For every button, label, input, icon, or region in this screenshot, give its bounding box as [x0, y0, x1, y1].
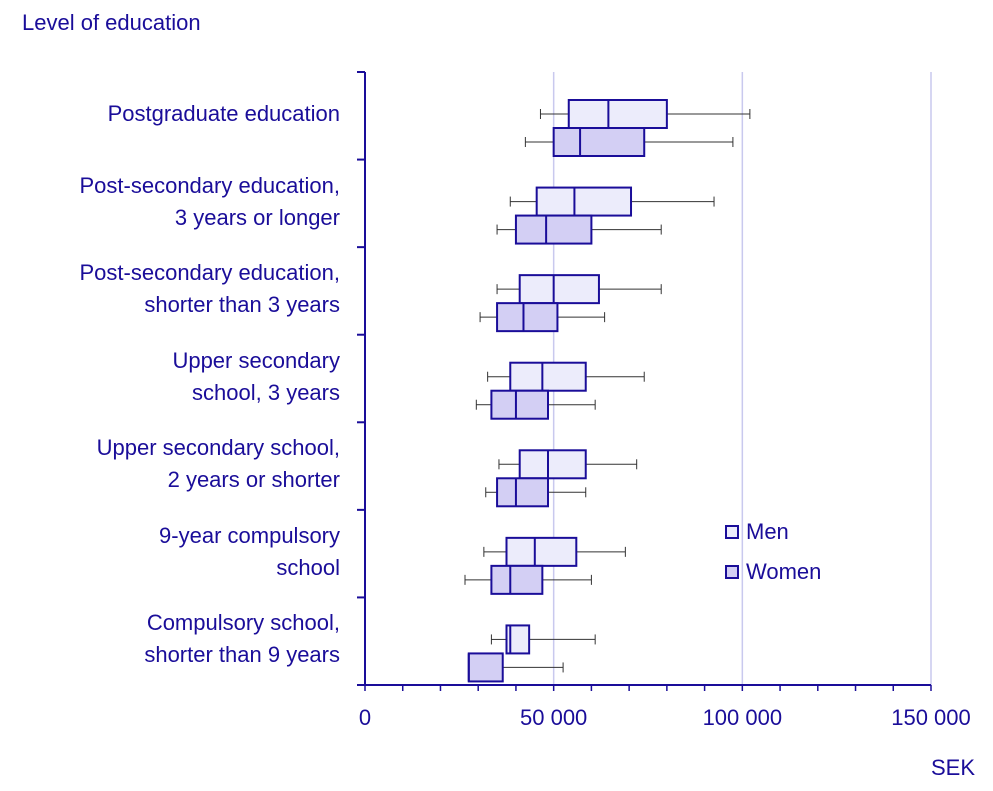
box-men-6 — [505, 624, 531, 655]
category-label: Postgraduate education — [108, 98, 340, 130]
category-label: Upper secondary school, 3 years — [172, 345, 340, 409]
x-tick-label: 0 — [358, 705, 372, 730]
category-label-line: Compulsory school, — [146, 610, 340, 636]
category-label-line: 2 years or shorter — [167, 467, 340, 493]
box-men-3 — [509, 361, 587, 392]
legend: Men Women — [725, 512, 821, 592]
category-label-line: Postgraduate education — [107, 101, 340, 126]
box-women-2 — [496, 302, 559, 333]
x-tick-label: 150 000 — [891, 705, 971, 730]
category-label: Upper secondary school, 2 years or shorte… — [97, 432, 340, 496]
x-tick-label: 100 000 — [702, 705, 783, 730]
category-label-line: school — [276, 554, 340, 580]
box-women-5 — [490, 564, 544, 595]
category-label-line: Upper secondary — [172, 347, 340, 373]
legend-swatch-men — [725, 525, 739, 539]
category-label-line: 9-year compulsory — [159, 522, 340, 548]
category-label: Post-secondary education, shorter than 3 … — [80, 257, 341, 321]
category-label: Compulsory school, shorter than 9 years — [144, 607, 340, 671]
legend-item-men: Men — [725, 512, 821, 552]
category-label-line: Post-secondary education, — [79, 172, 341, 198]
category-label-line: Post-secondary education, — [79, 260, 341, 286]
category-label-line: Upper secondary school, — [96, 435, 340, 461]
box-men-5 — [505, 536, 578, 567]
box-men-4 — [518, 449, 587, 480]
category-label: 9-year compulsory school — [159, 520, 340, 584]
box-women-3 — [490, 389, 550, 420]
category-label-line: shorter than 9 years — [144, 642, 340, 668]
box-women-0 — [552, 127, 646, 157]
x-axis-title: SEK — [930, 755, 975, 780]
legend-swatch-women — [725, 565, 739, 579]
box-women-6 — [467, 652, 504, 683]
box-men-1 — [535, 186, 633, 217]
box-women-1 — [514, 214, 593, 245]
x-tick-label: 50 000 — [520, 705, 588, 730]
category-label-line: shorter than 3 years — [144, 292, 340, 318]
category-label-line: school, 3 years — [192, 379, 340, 405]
box-men-0 — [567, 99, 668, 129]
box-men-2 — [518, 274, 600, 305]
legend-label-women: Women — [746, 559, 822, 584]
legend-label-men: Men — [746, 519, 789, 544]
box-women-4 — [496, 477, 550, 508]
y-axis-title: Level of education — [22, 10, 201, 35]
category-label-line: 3 years or longer — [174, 204, 340, 230]
legend-item-women: Women — [725, 552, 821, 592]
category-label: Post-secondary education, 3 years or long… — [80, 170, 341, 234]
